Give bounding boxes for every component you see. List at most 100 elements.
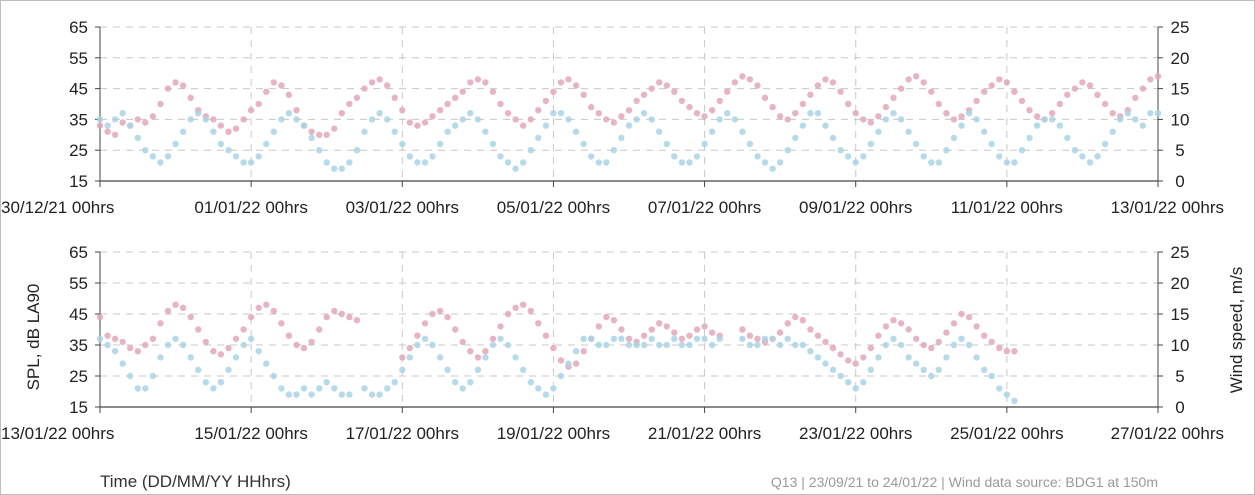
spl-point	[497, 100, 504, 108]
wind-point	[648, 116, 655, 123]
wind-point	[489, 140, 497, 148]
y-tick-left-label: 55	[69, 274, 88, 293]
wind-point	[988, 140, 995, 148]
spl-point	[656, 320, 663, 327]
spl-point	[1086, 82, 1094, 89]
spl-point	[935, 338, 942, 346]
wind-point	[134, 134, 141, 142]
wind-point	[708, 128, 716, 135]
spl-point	[247, 313, 255, 321]
spl-point	[535, 320, 542, 327]
wind-point	[1041, 116, 1048, 123]
spl-point	[202, 338, 209, 346]
spl-point	[958, 310, 965, 318]
spl-point	[663, 323, 670, 330]
wind-point	[580, 140, 587, 148]
wind-point	[436, 140, 444, 148]
spl-point	[1079, 79, 1086, 86]
spl-point	[316, 131, 323, 138]
wind-point	[142, 147, 149, 154]
wind-point	[520, 366, 527, 373]
wind-point	[807, 110, 814, 117]
spl-point	[187, 313, 194, 321]
spl-point	[467, 348, 474, 355]
spl-point	[595, 110, 602, 117]
wind-point	[875, 354, 882, 361]
y-axis-label-right: Wind speed, m/s	[1227, 267, 1246, 394]
wind-point	[988, 372, 995, 380]
spl-point	[104, 332, 111, 339]
wind-point	[769, 165, 776, 172]
spl-point	[149, 335, 157, 342]
spl-point	[913, 335, 920, 342]
spl-point	[482, 79, 489, 86]
wind-point	[625, 341, 633, 349]
spl-point	[96, 313, 104, 321]
wind-point	[716, 335, 723, 342]
spl-point	[610, 119, 618, 126]
wind-point	[255, 348, 262, 355]
wind-point	[867, 140, 874, 148]
spl-point	[875, 113, 882, 120]
wind-point	[127, 372, 134, 380]
wind-point	[444, 366, 451, 373]
spl-point	[134, 348, 141, 355]
spl-point	[157, 100, 164, 108]
wind-point	[406, 153, 413, 160]
wind-point	[913, 140, 920, 148]
spl-point	[164, 85, 172, 92]
wind-point	[950, 341, 958, 349]
x-tick-label: 01/01/22 00hrs	[194, 198, 307, 217]
spl-point	[829, 79, 837, 86]
wind-point	[331, 165, 338, 172]
spl-point	[172, 301, 179, 308]
wind-point	[187, 354, 194, 361]
wind-point	[1049, 116, 1056, 123]
wind-point	[399, 140, 406, 148]
y-tick-right-label: 15	[1171, 305, 1190, 324]
wind-point	[958, 122, 965, 129]
spl-point	[958, 113, 965, 120]
wind-point	[247, 159, 255, 166]
wind-point	[202, 116, 209, 123]
spl-point	[414, 332, 421, 339]
spl-point	[111, 131, 119, 138]
wind-point	[784, 147, 791, 154]
wind-point	[928, 159, 935, 166]
spl-point	[837, 351, 844, 358]
wind-point	[754, 341, 761, 349]
wind-point	[240, 159, 247, 166]
spl-point	[338, 310, 345, 318]
spl-point	[527, 116, 534, 123]
spl-point	[1094, 91, 1101, 99]
wind-point	[421, 335, 429, 342]
spl-point	[656, 79, 663, 86]
wind-point	[172, 140, 179, 148]
wind-point	[429, 153, 436, 160]
wind-point	[157, 354, 164, 361]
panel-top: 15 25 35 45 55 65 0 5 10 15 20 25 30/12/21 00hrs 01/0…	[1, 18, 1224, 217]
spl-point	[421, 119, 429, 126]
spl-point	[648, 326, 655, 333]
wind-point	[134, 385, 141, 392]
spl-point	[225, 344, 232, 352]
wind-point	[459, 385, 466, 392]
spl-point	[527, 307, 534, 315]
spl-point	[399, 354, 406, 361]
wind-point	[852, 159, 859, 166]
wind-point	[308, 134, 315, 142]
spl-point	[799, 100, 806, 108]
wind-point	[1147, 110, 1154, 117]
spl-point	[361, 85, 368, 92]
spl-point	[240, 326, 247, 333]
wind-point	[361, 128, 368, 135]
wind-point	[913, 360, 920, 367]
wind-point	[474, 116, 482, 123]
wind-point	[724, 110, 731, 117]
spl-point	[504, 310, 512, 318]
wind-point	[527, 147, 534, 154]
spl-point	[920, 341, 927, 349]
spl-point	[142, 119, 149, 126]
wind-point	[814, 110, 822, 117]
wind-point	[860, 379, 867, 386]
